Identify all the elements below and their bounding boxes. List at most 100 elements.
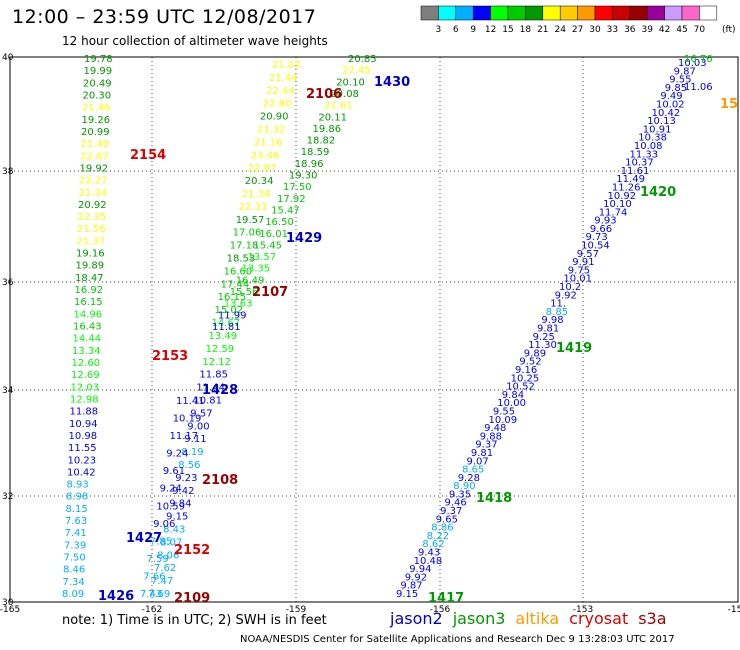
colorbar-unit-label: (ft) <box>722 25 736 35</box>
wave-height-label: 7.39 <box>64 540 86 551</box>
longitude-tick-label: -159 <box>286 605 307 615</box>
wave-height-label: 9.57 <box>577 249 599 260</box>
wave-height-label: 9.24 <box>160 484 182 495</box>
wave-height-label: 8.93 <box>67 480 89 491</box>
wave-height-label: 9.94 <box>409 564 431 575</box>
wave-height-label: 21.34 <box>79 188 108 199</box>
wave-height-label: 10.23 <box>68 455 97 466</box>
wave-height-label: 19.16 <box>76 249 105 260</box>
wave-height-label: 11.33 <box>630 149 659 160</box>
wave-height-label: 9.42 <box>172 486 194 497</box>
longitude-tick-label: -156 <box>430 605 451 615</box>
wave-height-label: 9.25 <box>533 332 555 343</box>
wave-height-label: 9.48 <box>484 423 506 434</box>
wave-height-label: 12.59 <box>206 344 235 355</box>
wave-height-label: 10.38 <box>638 133 667 144</box>
longitude-tick-label: -153 <box>573 605 593 615</box>
wave-height-label: 12.69 <box>71 370 100 381</box>
colorbar-tick: 24 <box>554 25 566 35</box>
wave-height-label: 8.22 <box>427 531 449 542</box>
wave-height-label: 11.85 <box>199 370 228 381</box>
wave-height-label: 21.46 <box>82 103 111 114</box>
pass-time-label: 2106 <box>306 87 342 102</box>
longitude-tick-label: -162 <box>142 605 162 615</box>
wave-height-label: 21.44 <box>269 73 298 84</box>
wave-height-label: 20.11 <box>318 112 347 123</box>
wave-height-label: 22.35 <box>78 212 107 223</box>
wave-height-label: 15.02 <box>215 305 244 316</box>
wave-height-label: 16.43 <box>73 322 102 333</box>
pass-time-label: 1419 <box>556 341 592 356</box>
wave-track: 10.039.879.559.859.4910.0210.4210.1310.9… <box>396 58 707 600</box>
satellite-legend: jason2 jason3 altika cryosat s3a <box>390 609 677 628</box>
wave-height-label: 20.34 <box>245 176 274 187</box>
wave-height-label: 9.11 <box>184 434 206 445</box>
wave-height-label: 7.41 <box>65 528 87 539</box>
latitude-tick-label: 40 <box>2 53 14 63</box>
wave-height-label: 20.85 <box>348 54 377 65</box>
latitude-tick-label: 34 <box>2 386 14 396</box>
latitude-tick-label: 32 <box>2 492 13 502</box>
pass-time-label: 2153 <box>152 349 188 364</box>
wave-height-label: 17.18 <box>230 241 259 252</box>
colorbar-tick: 27 <box>572 25 583 35</box>
wave-height-label: 18.96 <box>295 159 324 170</box>
colorbar-tick: 42 <box>659 25 670 35</box>
wave-height-label: 9.73 <box>586 232 608 243</box>
wave-height-label: 11. <box>550 299 566 310</box>
wave-height-label: 8.15 <box>66 504 88 515</box>
wave-height-label: 9.87 <box>400 581 422 592</box>
wave-height-label: 16.01 <box>259 229 288 240</box>
wave-height-label: 17.06 <box>233 228 262 239</box>
colorbar-tick: 36 <box>624 25 636 35</box>
wave-height-label: 8.62 <box>422 539 444 550</box>
colorbar-swatch <box>699 5 718 21</box>
wave-height-label: 9.57 <box>190 408 212 419</box>
wave-height-label: 9.35 <box>449 489 471 500</box>
wave-height-label: 20.90 <box>260 112 289 123</box>
pass-time-label: 1430 <box>374 75 410 90</box>
wave-height-label: 7.59 <box>147 554 169 565</box>
pass-time-label: 1426 <box>98 589 134 604</box>
wave-height-label: 9.88 <box>480 431 502 442</box>
color-scale-bar: 3 6 9 12 15 18 21 24 27 30 33 36 39 42 45 70 (ft) <box>420 5 736 35</box>
wave-height-label: 9.37 <box>440 506 462 517</box>
wave-height-label: 10.2 <box>559 282 581 293</box>
wave-height-label: 13.57 <box>248 252 277 263</box>
wave-height-label: 10.94 <box>69 419 98 430</box>
wave-height-label: 11.55 <box>68 443 97 454</box>
wave-height-label: 11.26 <box>612 183 641 194</box>
wave-height-label: 23.46 <box>251 150 280 161</box>
wave-height-label: 11.49 <box>616 174 645 185</box>
wave-height-label: 10.42 <box>652 108 681 119</box>
wave-height-label: 9.46 <box>445 498 467 509</box>
wave-height-label: 20.49 <box>83 78 112 89</box>
wave-height-label: 9.52 <box>519 357 541 368</box>
wave-height-label: 9.55 <box>493 407 515 418</box>
latitude-tick-label: 36 <box>2 278 14 288</box>
wave-height-label: 17.44 <box>221 279 250 290</box>
wave-height-label: 9.16 <box>515 365 537 376</box>
wave-height-label: 18.82 <box>307 136 336 147</box>
wave-height-label: 22.27 <box>79 176 108 187</box>
wave-height-label: 9.81 <box>537 324 559 335</box>
wave-track: 20.8522.4520.1020.0821.6120.1119.8618.82… <box>212 54 377 333</box>
wave-height-label: 15.47 <box>271 206 300 217</box>
wave-height-label: 9.93 <box>594 216 616 227</box>
colorbar-tick: 33 <box>607 25 618 35</box>
wave-height-label: 18.47 <box>75 273 104 284</box>
wave-height-label: 10.09 <box>489 415 518 426</box>
colorbar-tick: 9 <box>470 25 476 35</box>
footer-note: note: 1) Time is in UTC; 2) SWH is in fe… <box>62 613 327 628</box>
wave-height-label: 14.67 <box>212 318 241 329</box>
wave-height-label: 11.41 <box>176 396 205 407</box>
wave-height-label: 10.37 <box>625 158 654 169</box>
wave-height-label: 10.00 <box>497 398 526 409</box>
wave-height-label: 11.61 <box>621 166 650 177</box>
wave-height-label: 10.13 <box>647 116 676 127</box>
wave-height-label: 9.23 <box>175 473 197 484</box>
wave-height-label: 9.87 <box>674 66 696 77</box>
pass-time-label: 1427 <box>126 531 162 546</box>
